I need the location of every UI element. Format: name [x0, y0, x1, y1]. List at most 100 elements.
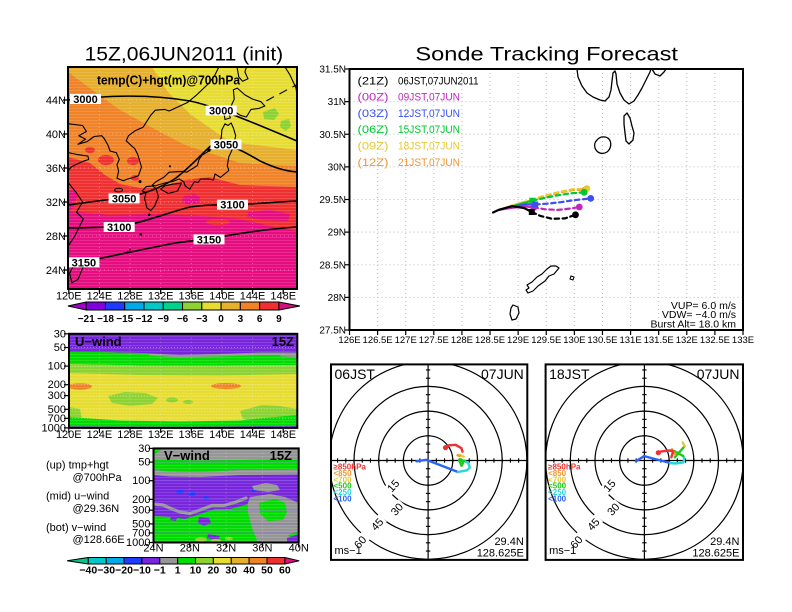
- svg-text:28.5N: 28.5N: [319, 260, 346, 271]
- svg-text:<700: <700: [548, 475, 567, 484]
- svg-text:U−wind: U−wind: [75, 334, 122, 349]
- svg-text:36N: 36N: [252, 543, 272, 555]
- svg-text:<700: <700: [334, 475, 353, 484]
- svg-text:28N: 28N: [328, 293, 346, 304]
- svg-text:24N: 24N: [143, 543, 163, 555]
- svg-text:132E: 132E: [148, 429, 174, 441]
- svg-text:128E: 128E: [117, 291, 143, 303]
- svg-text:30: 30: [54, 328, 66, 340]
- svg-text:126.5E: 126.5E: [363, 335, 393, 346]
- svg-text:15Z: 15Z: [272, 334, 294, 349]
- svg-text:36N: 36N: [46, 163, 66, 175]
- svg-text:(12Z): (12Z): [358, 157, 389, 169]
- svg-text:VUP= 6.0 m/s: VUP= 6.0 m/s: [671, 300, 736, 312]
- svg-text:<250: <250: [548, 488, 567, 497]
- svg-text:40N: 40N: [289, 543, 309, 555]
- svg-text:30: 30: [138, 443, 150, 455]
- svg-text:3150: 3150: [72, 257, 96, 269]
- svg-text:132E: 132E: [676, 335, 698, 346]
- svg-text:100: 100: [48, 361, 66, 373]
- svg-text:60: 60: [279, 565, 291, 577]
- svg-text:3100: 3100: [107, 222, 131, 234]
- svg-text:30N: 30N: [328, 162, 346, 173]
- svg-text:30.5N: 30.5N: [319, 130, 346, 141]
- svg-text:(06Z): (06Z): [358, 124, 389, 136]
- svg-text:148E: 148E: [270, 429, 296, 441]
- svg-text:29.4N: 29.4N: [494, 536, 523, 548]
- svg-text:15JST,07JUN: 15JST,07JUN: [398, 124, 460, 136]
- svg-text:−20: −20: [115, 565, 133, 577]
- svg-text:50: 50: [54, 342, 66, 354]
- svg-text:128.625E: 128.625E: [477, 548, 524, 560]
- svg-text:100: 100: [132, 475, 150, 487]
- svg-text:200: 200: [48, 379, 66, 391]
- svg-text:(21Z): (21Z): [358, 75, 389, 87]
- svg-text:@29.36N: @29.36N: [73, 503, 120, 515]
- svg-text:(09Z): (09Z): [358, 141, 389, 153]
- svg-text:148E: 148E: [270, 291, 296, 303]
- svg-text:129E: 129E: [507, 335, 529, 346]
- svg-text:(bot) v−wind: (bot) v−wind: [46, 522, 106, 534]
- svg-text:1000: 1000: [42, 422, 66, 434]
- svg-text:@700hPa: @700hPa: [73, 472, 123, 484]
- svg-text:28N: 28N: [46, 231, 66, 243]
- svg-text:09JST,07JUN: 09JST,07JUN: [398, 92, 460, 104]
- svg-text:−3: −3: [196, 314, 208, 325]
- svg-text:(00Z): (00Z): [358, 92, 389, 104]
- svg-text:06JST: 06JST: [335, 366, 376, 382]
- svg-text:−9: −9: [158, 314, 170, 325]
- svg-text:40: 40: [243, 565, 255, 577]
- svg-text:124E: 124E: [87, 429, 113, 441]
- svg-text:300: 300: [132, 505, 150, 517]
- svg-text:144E: 144E: [240, 429, 266, 441]
- svg-text:9: 9: [276, 314, 282, 325]
- svg-text:144E: 144E: [240, 291, 266, 303]
- svg-text:Sonde Tracking Forecast: Sonde Tracking Forecast: [415, 45, 678, 66]
- svg-text:129.5E: 129.5E: [531, 335, 561, 346]
- svg-text:<850: <850: [548, 469, 567, 478]
- svg-text:50: 50: [261, 565, 273, 577]
- svg-text:Burst Alt= 18.0 km: Burst Alt= 18.0 km: [651, 319, 737, 331]
- svg-text:3: 3: [238, 314, 244, 325]
- svg-text:300: 300: [48, 390, 66, 402]
- svg-text:07JUN: 07JUN: [481, 366, 524, 382]
- svg-text:−18: −18: [97, 314, 114, 325]
- svg-text:10: 10: [190, 565, 202, 577]
- svg-text:1000: 1000: [126, 537, 150, 549]
- svg-text:≥850hPa: ≥850hPa: [548, 463, 581, 472]
- svg-text:−12: −12: [136, 314, 153, 325]
- svg-text:15Z,06JUN2011 (init): 15Z,06JUN2011 (init): [85, 45, 284, 66]
- svg-text:700: 700: [132, 527, 150, 539]
- svg-text:124E: 124E: [87, 291, 113, 303]
- svg-text:29N: 29N: [328, 228, 346, 239]
- svg-text:06JST,07JUN2011: 06JST,07JUN2011: [398, 75, 479, 87]
- svg-text:ms−1: ms−1: [335, 545, 362, 557]
- svg-text:24N: 24N: [46, 265, 66, 277]
- svg-text:<100: <100: [334, 494, 353, 503]
- svg-text:(mid) u−wind: (mid) u−wind: [46, 491, 109, 503]
- svg-text:<100: <100: [548, 494, 567, 503]
- svg-text:132E: 132E: [148, 291, 174, 303]
- svg-text:120E: 120E: [56, 429, 82, 441]
- svg-text:128.625E: 128.625E: [692, 548, 739, 560]
- svg-text:3000: 3000: [209, 106, 233, 118]
- svg-text:126E: 126E: [338, 335, 360, 346]
- svg-text:3000: 3000: [73, 94, 97, 106]
- svg-text:−10: −10: [133, 565, 151, 577]
- svg-text:−30: −30: [97, 565, 115, 577]
- svg-text:V−wind: V−wind: [164, 448, 210, 463]
- svg-text:200: 200: [132, 494, 150, 506]
- svg-text:130.5E: 130.5E: [587, 335, 617, 346]
- svg-text:500: 500: [48, 404, 66, 416]
- svg-text:6: 6: [257, 314, 263, 325]
- svg-text:<850: <850: [334, 469, 353, 478]
- svg-text:44N: 44N: [46, 95, 66, 107]
- svg-text:−40: −40: [79, 565, 97, 577]
- svg-text:500: 500: [132, 518, 150, 530]
- svg-text:<500: <500: [334, 482, 353, 491]
- svg-text:140E: 140E: [209, 429, 235, 441]
- svg-text:128E: 128E: [117, 429, 143, 441]
- svg-text:15Z: 15Z: [270, 448, 292, 463]
- svg-text:50: 50: [138, 457, 150, 469]
- svg-text:120E: 120E: [56, 291, 82, 303]
